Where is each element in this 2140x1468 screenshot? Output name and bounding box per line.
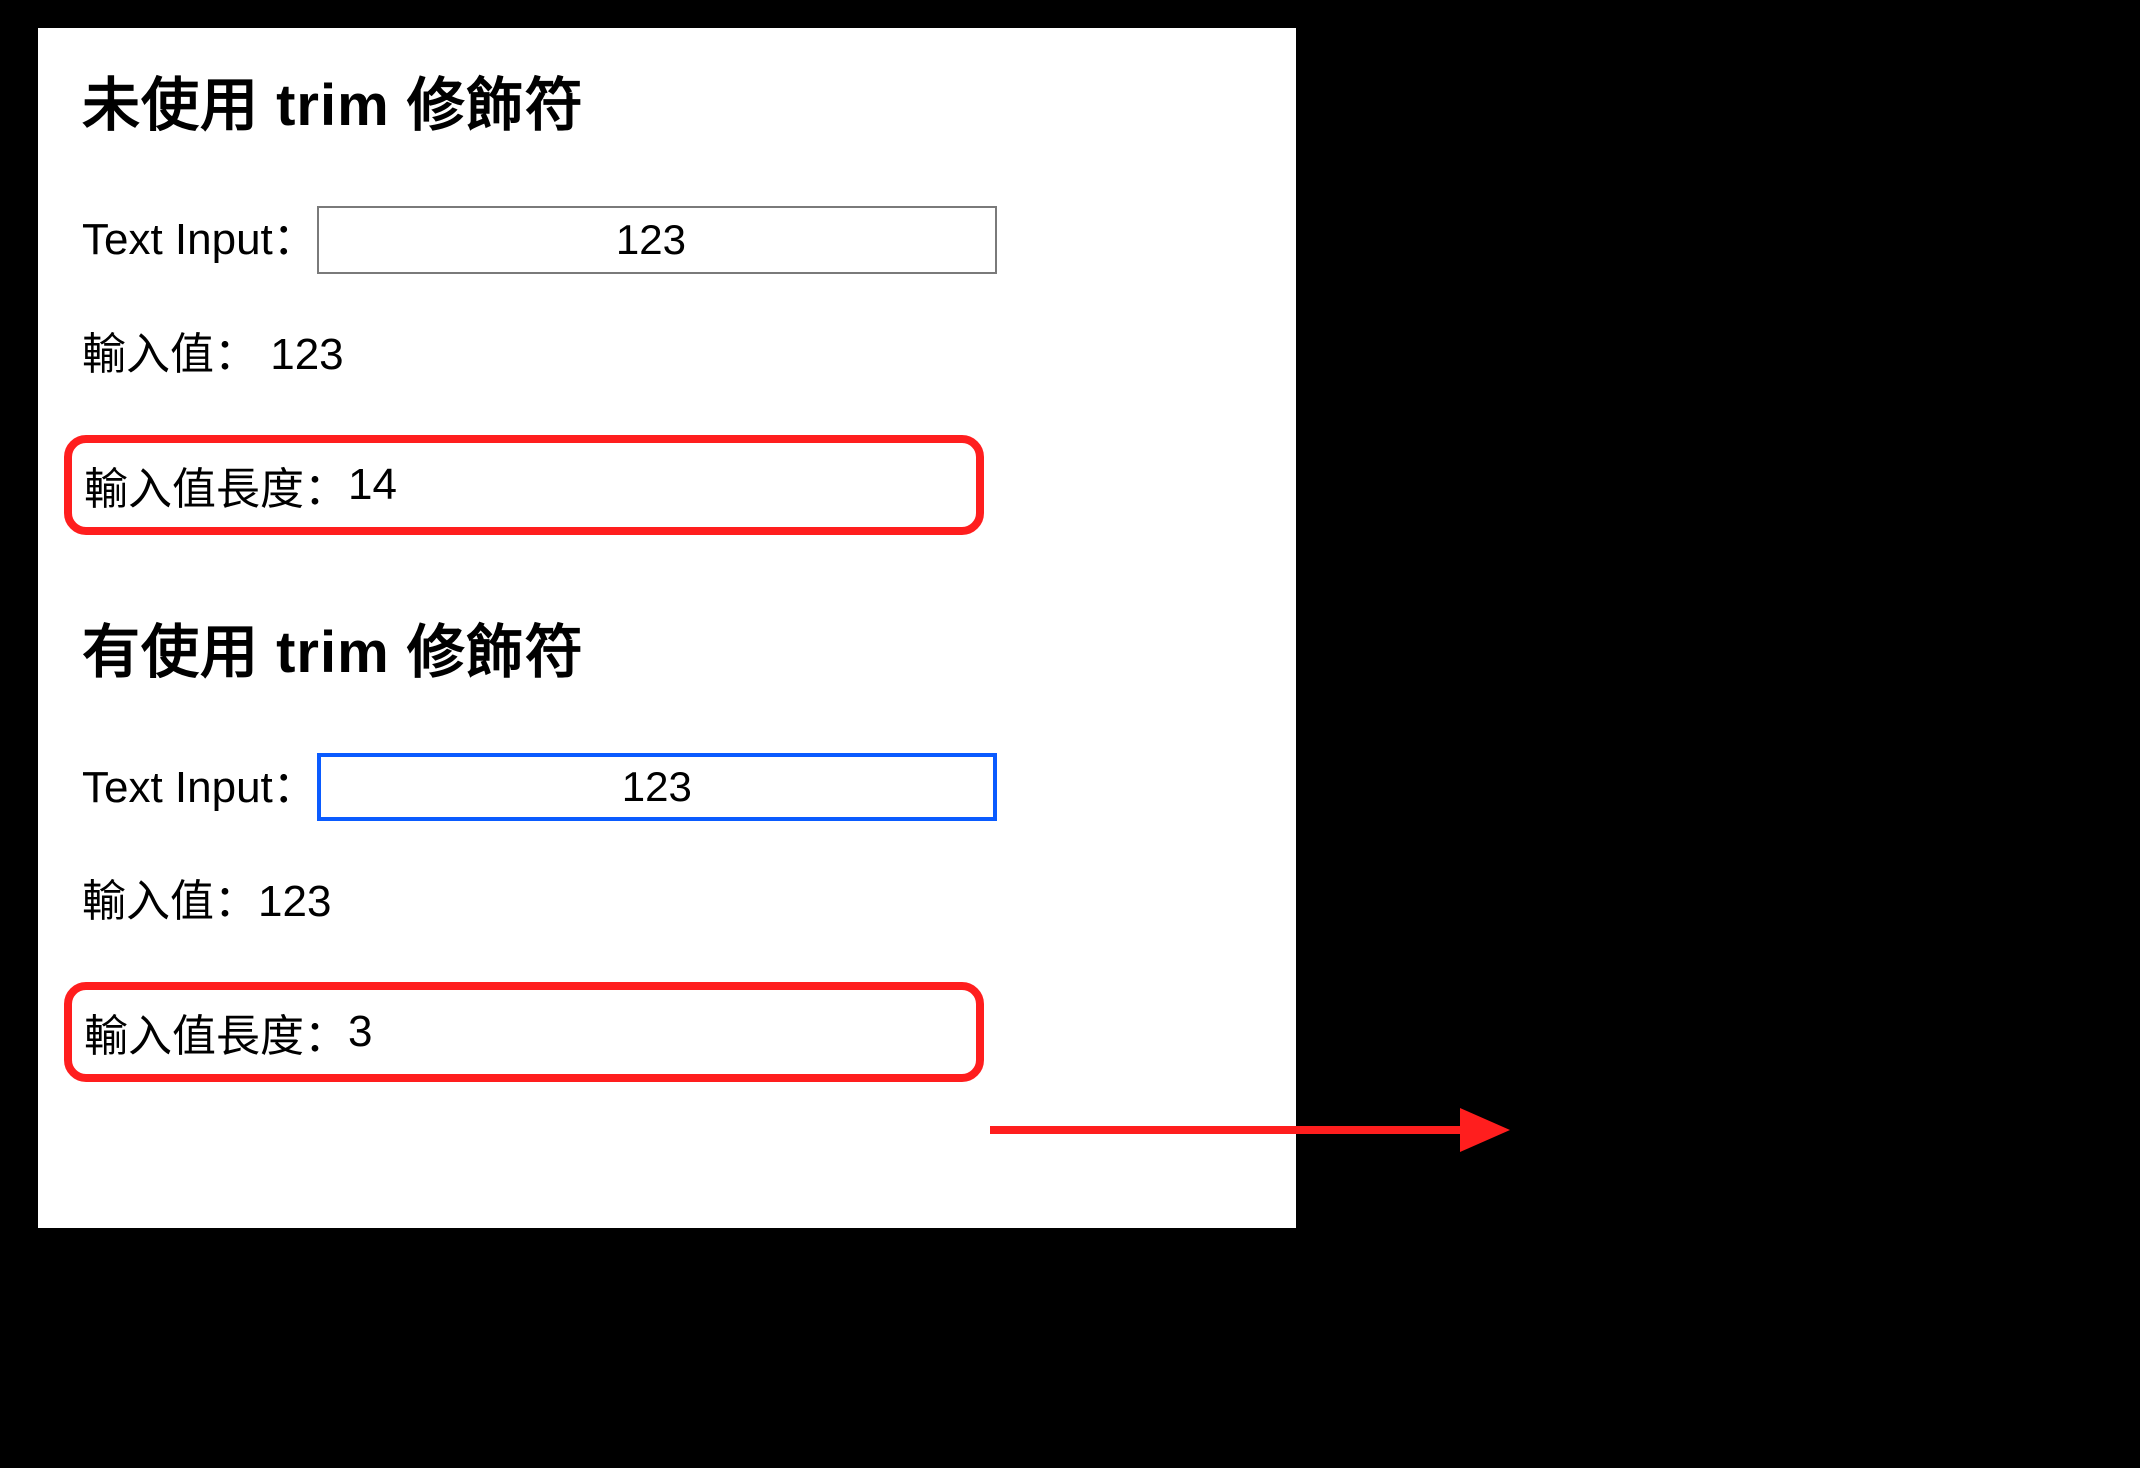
input-label-with-trim: Text Input： [82, 759, 317, 816]
value-display-with-trim: 123 [258, 873, 331, 930]
length-value-with-trim: 3 [348, 1007, 372, 1057]
value-display-no-trim: 123 [270, 326, 343, 383]
length-label-no-trim: 輸入值長度： [84, 453, 348, 517]
input-row-no-trim: Text Input： [82, 206, 1252, 274]
length-highlight-with-trim: 輸入值長度： 3 [64, 982, 984, 1082]
heading-no-trim: 未使用 trim 修飾符 [82, 58, 1252, 142]
value-row-no-trim: 輸入值： 123 [82, 326, 1252, 383]
length-highlight-no-trim: 輸入值長度： 14 [64, 435, 984, 535]
text-input-no-trim[interactable] [317, 206, 997, 274]
text-input-with-trim[interactable] [317, 753, 997, 821]
input-row-with-trim: Text Input： [82, 753, 1252, 821]
length-label-with-trim: 輸入值長度： [84, 1000, 348, 1064]
section-with-trim: 有使用 trim 修飾符 Text Input： 輸入值： 123 輸入值長度：… [82, 605, 1252, 1082]
length-value-no-trim: 14 [348, 460, 397, 510]
demo-panel: 未使用 trim 修飾符 Text Input： 輸入值： 123 輸入值長度：… [38, 28, 1296, 1228]
section-no-trim: 未使用 trim 修飾符 Text Input： 輸入值： 123 輸入值長度：… [82, 58, 1252, 535]
value-row-with-trim: 輸入值： 123 [82, 873, 1252, 930]
heading-with-trim: 有使用 trim 修飾符 [82, 605, 1252, 689]
value-label-no-trim: 輸入值： [82, 326, 270, 383]
input-label-no-trim: Text Input： [82, 211, 317, 268]
value-label-with-trim: 輸入值： [82, 873, 258, 930]
